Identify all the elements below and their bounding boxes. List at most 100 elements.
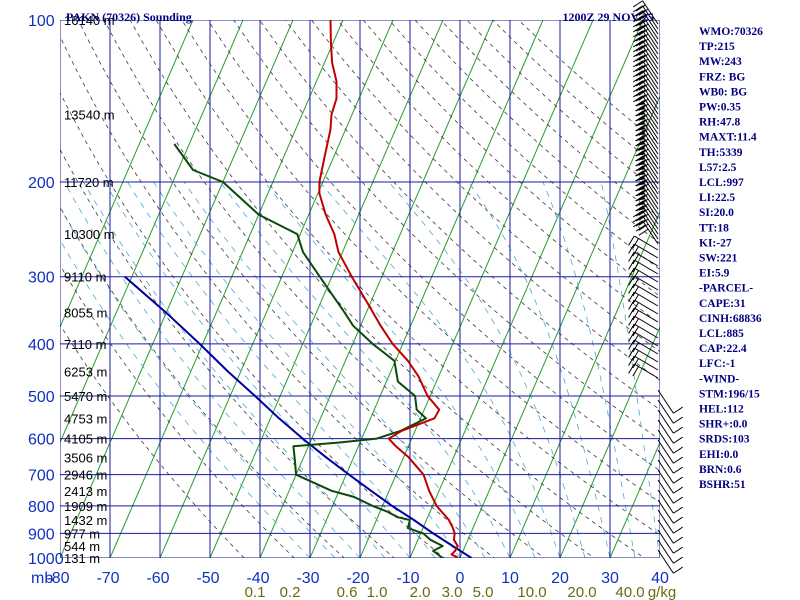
dry-adiabat-line [362, 20, 660, 297]
chart-title: PAKN (70326) Sounding [66, 10, 192, 24]
wind-barb [633, 215, 659, 240]
isotherm-line [459, 94, 660, 558]
height-label: 6253 m [64, 364, 107, 379]
height-label: 1909 m [64, 499, 107, 514]
index-line: -WIND- [699, 373, 739, 385]
isotherm-line [609, 441, 660, 558]
dry-adiabats [60, 20, 660, 558]
pressure-axis-label: mb [31, 570, 53, 587]
temperature-tick-label: 0 [456, 570, 465, 587]
pressure-tick-label: 800 [28, 499, 55, 516]
height-label: 5470 m [64, 389, 107, 404]
wind-barb [657, 399, 683, 424]
mixing-ratio-label: 5.0 [473, 584, 494, 600]
index-line: PW:0.35 [699, 102, 741, 114]
pressure-tick-label: 200 [28, 175, 55, 192]
dry-adiabat-line [155, 20, 660, 536]
temperature-tick-label: -30 [296, 570, 319, 587]
height-label: 10300 m [64, 227, 115, 242]
index-line: TP:215 [699, 41, 735, 53]
index-line: SHR+:0.0 [699, 419, 748, 431]
dry-adiabat-line [60, 264, 295, 558]
height-label: 9110 m [64, 270, 106, 285]
wind-barb [628, 235, 659, 251]
index-line: RH:47.8 [699, 117, 740, 129]
wind-barb [633, 45, 659, 70]
temperature-tick-label: 10 [501, 570, 519, 587]
index-line: MW:243 [699, 56, 742, 68]
wind-barb [657, 429, 683, 454]
height-label: 16140 m [64, 13, 115, 28]
height-label: 977 m [64, 526, 100, 541]
index-line: KI:-27 [699, 237, 732, 249]
index-line: CINH:68836 [699, 313, 762, 325]
isotherm-line [60, 20, 194, 329]
wind-barb [628, 259, 659, 275]
mixing-ratio-label: 2.0 [410, 584, 431, 600]
dry-adiabat-line [207, 20, 660, 472]
pressure-tick-label: 300 [28, 270, 55, 287]
valid-time: 1200Z 29 NOV 25 [563, 10, 654, 24]
index-line: HEL:112 [699, 404, 744, 416]
plot-area [60, 20, 660, 558]
index-line: BSHR:51 [699, 479, 746, 491]
index-line: LFC:-1 [699, 358, 736, 370]
isotherm-line [509, 210, 660, 558]
dry-adiabat-line [103, 20, 595, 558]
mixing-ratio-label: 10.0 [517, 584, 546, 600]
dry-adiabat-line [388, 20, 660, 271]
wind-barb [657, 439, 683, 464]
temperature-tick-label: 30 [601, 570, 619, 587]
index-line: -PARCEL- [699, 283, 753, 295]
pressure-tick-label: 700 [28, 468, 55, 485]
dry-adiabat-line [129, 20, 645, 558]
temperature-trace [318, 20, 459, 558]
moist-adiabat-line [63, 181, 361, 558]
height-label: 11720 m [64, 175, 114, 190]
wind-barb [628, 283, 659, 299]
dry-adiabat-line [60, 148, 395, 558]
mixing-ratio-label: 3.0 [442, 584, 463, 600]
wind-barb [628, 355, 659, 371]
index-line: EHI:0.0 [699, 449, 739, 461]
temperature-tick-label: -70 [96, 570, 119, 587]
index-line: LCL:885 [699, 328, 744, 340]
wind-barb [628, 243, 659, 259]
wind-barb [657, 389, 683, 414]
wind-barb [657, 499, 683, 524]
wind-barb [628, 251, 659, 267]
height-label: 7110 m [64, 337, 106, 352]
dry-adiabat-line [60, 206, 345, 558]
wind-barb [657, 509, 683, 534]
isotherms [60, 20, 660, 558]
wind-barb [657, 469, 683, 494]
pressure-tick-label: 600 [28, 432, 55, 449]
wind-barb [633, 220, 659, 245]
temperature-tick-label: -20 [346, 570, 369, 587]
index-line: L57:2.5 [699, 162, 737, 174]
wind-barbs [628, 0, 683, 574]
index-line: SRDS:103 [699, 434, 750, 446]
wind-barb [628, 315, 659, 331]
dry-adiabat-line [77, 20, 545, 558]
wind-barb [628, 363, 659, 379]
temperature-tick-label: -40 [246, 570, 269, 587]
wind-barb [657, 409, 683, 434]
temperature-tick-label: -80 [46, 570, 69, 587]
wind-barb [633, 10, 659, 35]
moist-adiabat-line [219, 181, 511, 558]
wind-barb [657, 479, 683, 504]
pressure-tick-label: 900 [28, 526, 55, 543]
mixing-ratio-label: 0.1 [245, 584, 266, 600]
wind-barb [628, 331, 659, 347]
isotherm-line [209, 20, 444, 558]
grid-lines [60, 20, 660, 558]
dry-adiabat-line [181, 20, 660, 503]
dewpoint-trace [173, 143, 444, 558]
isotherm-line [109, 20, 344, 558]
height-label: 4753 m [64, 411, 107, 426]
pressure-tick-label: 500 [28, 389, 55, 406]
